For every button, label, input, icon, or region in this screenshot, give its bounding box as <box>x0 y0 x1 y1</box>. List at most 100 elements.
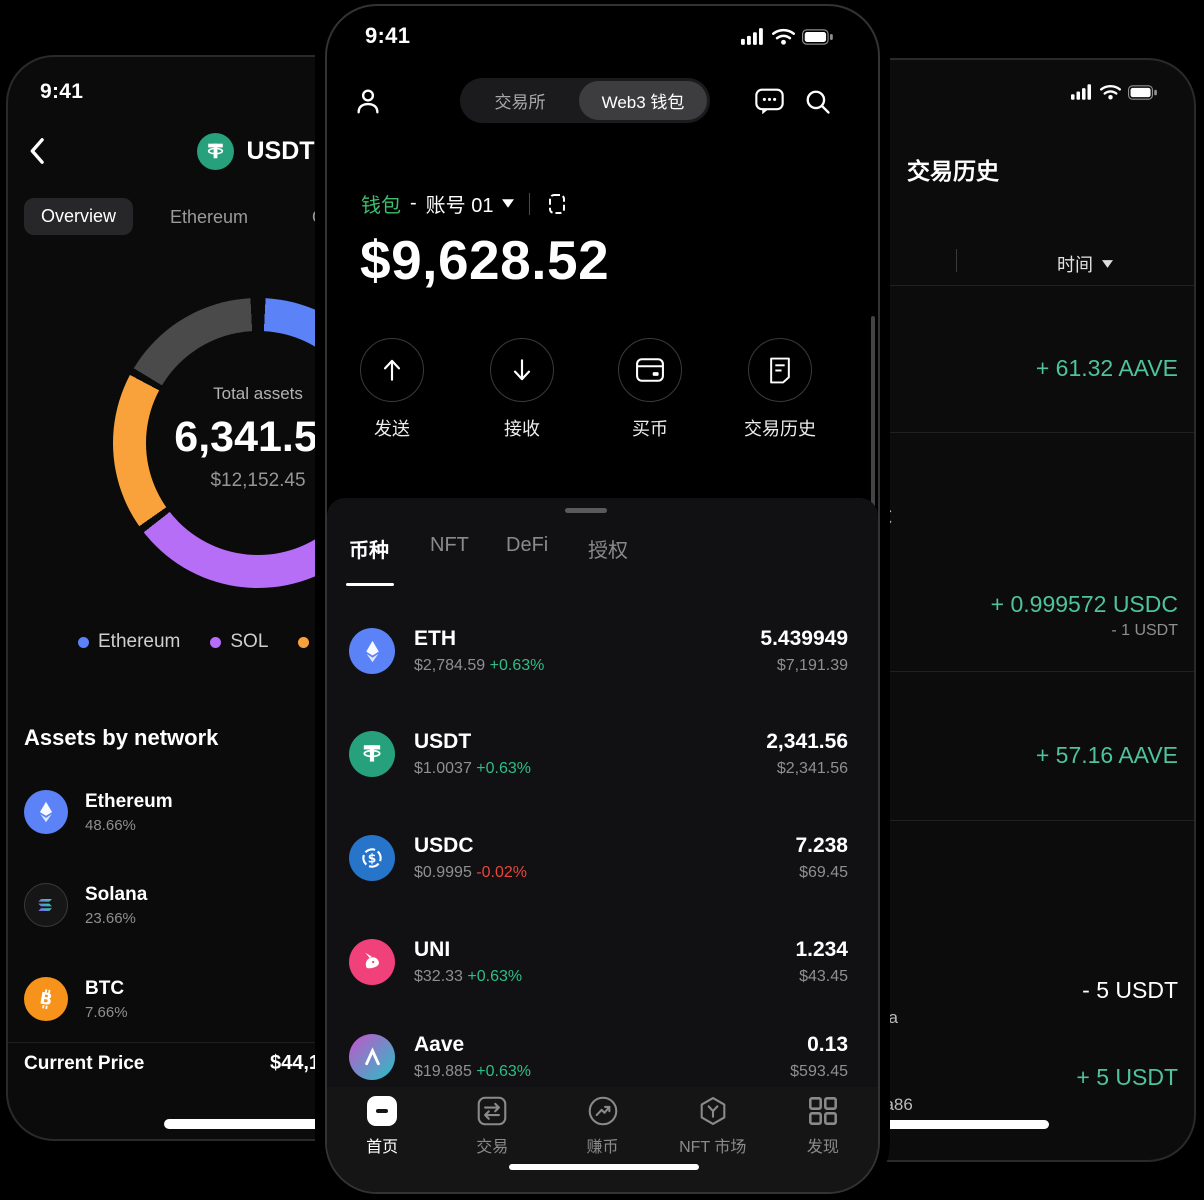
token-row-eth[interactable]: ETH $2,784.59 +0.63% 5.439949 $7,191.39 <box>327 616 878 686</box>
token-fiat: $43.45 <box>799 968 848 985</box>
home-indicator[interactable] <box>509 1164 699 1170</box>
token-symbol: UNI <box>414 938 451 961</box>
battery-icon <box>802 28 834 45</box>
nav-earn[interactable]: 赚币 <box>547 1087 657 1192</box>
token-change: +0.63% <box>489 657 545 674</box>
nav-label: 赚币 <box>586 1139 619 1156</box>
token-change: +0.63% <box>476 760 532 777</box>
transaction-label-fragment: ) <box>877 384 884 406</box>
usdc-icon: $ <box>349 835 395 881</box>
arrow-up-icon <box>360 338 424 402</box>
tab-overview[interactable]: Overview <box>24 198 134 235</box>
token-symbol: Aave <box>414 1033 465 1056</box>
time-filter[interactable]: 时间 <box>1057 251 1113 277</box>
account-label: 账号 01 <box>425 195 494 217</box>
address-fragment: 0a <box>879 1008 898 1027</box>
legend-item-ethereum: Ethereum <box>78 631 180 653</box>
chevron-down-icon <box>1102 260 1113 268</box>
ethereum-icon <box>24 790 68 834</box>
network-row-btc[interactable]: B BTC 7.66% <box>24 977 324 1021</box>
profile-button[interactable] <box>353 86 383 116</box>
switch-wallet-icon[interactable] <box>545 192 569 216</box>
transaction-sub-amount: - 1 USDT <box>1111 622 1178 639</box>
nav-label: NFT 市场 <box>679 1139 747 1156</box>
address-fragment: ba86 <box>875 1095 913 1114</box>
chat-button[interactable] <box>755 88 784 116</box>
nav-discover[interactable]: 发现 <box>768 1087 878 1192</box>
token-amount: 0.13 <box>807 1033 848 1056</box>
drag-handle[interactable] <box>565 508 607 513</box>
token-price: $1.0037 <box>414 760 472 777</box>
action-label: 接收 <box>504 419 540 439</box>
assets-by-network-heading: Assets by network <box>24 725 219 750</box>
scrollbar[interactable] <box>871 316 875 626</box>
search-button[interactable] <box>804 88 832 116</box>
back-chevron-icon <box>28 137 45 165</box>
network-name: Solana <box>85 883 148 905</box>
action-history[interactable]: 交易历史 <box>715 338 845 441</box>
document-icon <box>748 338 812 402</box>
token-row-uni[interactable]: UNI $32.33 +0.63% 1.234 $43.45 <box>327 927 878 997</box>
tab-coins[interactable]: 币种 <box>349 540 389 562</box>
page-title: 交易历史 <box>907 158 999 184</box>
nav-trade[interactable]: 交易 <box>437 1087 547 1192</box>
action-buy[interactable]: 买币 <box>585 338 715 441</box>
legend-item-sol: SOL <box>210 631 268 653</box>
tab-exchange[interactable]: 交易所 <box>494 93 546 112</box>
wallet-account-selector[interactable]: 钱包 - 账号 01 <box>361 189 569 218</box>
tab-nft[interactable]: NFT <box>430 534 469 556</box>
wallet-label: 钱包 <box>361 195 401 217</box>
solana-icon <box>24 883 68 927</box>
action-send[interactable]: 发送 <box>327 338 457 441</box>
donut-legend: Ethereum SOL BTC <box>78 631 356 653</box>
token-symbol: ETH <box>414 627 456 650</box>
action-label: 发送 <box>374 419 410 439</box>
svg-text:$: $ <box>368 851 377 865</box>
legend-dot-sol <box>210 636 222 648</box>
tab-web3-wallet[interactable]: Web3 钱包 <box>579 81 707 120</box>
legend-dot-btc <box>298 636 310 648</box>
aave-icon <box>349 1034 395 1080</box>
tab-ethereum[interactable]: Ethereum <box>170 207 249 227</box>
time-filter-label: 时间 <box>1057 255 1093 275</box>
network-percent: 48.66% <box>85 816 136 834</box>
tab-defi[interactable]: DeFi <box>506 534 549 556</box>
divider <box>614 820 1194 821</box>
current-price-value: $44,12 <box>270 1052 332 1074</box>
usdt-icon <box>349 731 395 777</box>
arrow-down-icon <box>490 338 554 402</box>
chevron-down-icon <box>502 199 515 208</box>
network-row-solana[interactable]: Solana 23.66% <box>24 883 324 927</box>
divider <box>614 285 1194 286</box>
uni-icon <box>349 939 395 985</box>
nft-hexagon-icon <box>698 1096 728 1126</box>
network-name: BTC <box>85 977 125 999</box>
divider <box>614 432 1194 433</box>
back-button[interactable] <box>28 137 45 165</box>
discover-grid-icon <box>808 1096 838 1126</box>
nav-home[interactable]: 首页 <box>327 1087 437 1192</box>
nav-label: 首页 <box>366 1139 399 1156</box>
token-sheet: 币种 NFT DeFi 授权 ETH $2,784.59 +0.63% 5.43… <box>327 498 878 1192</box>
token-price: $0.9995 <box>414 864 472 881</box>
home-indicator[interactable] <box>814 1120 1049 1129</box>
center-phone: 9:41 交易所 Web3 钱包 钱包 - <box>325 4 880 1194</box>
action-receive[interactable]: 接收 <box>457 338 587 441</box>
tab-approvals[interactable]: 授权 <box>588 540 628 562</box>
token-symbol: USDT <box>414 730 472 753</box>
home-indicator[interactable] <box>164 1119 444 1129</box>
token-price: $32.33 <box>414 968 463 985</box>
tab-partial[interactable]: O <box>312 207 327 227</box>
signal-icon <box>1071 84 1093 100</box>
token-change: +0.63% <box>476 1063 532 1080</box>
token-fiat: $593.45 <box>790 1063 848 1080</box>
wallet-balance: $9,628.52 <box>360 229 610 291</box>
chat-icon <box>755 88 784 116</box>
token-row-usdc[interactable]: $ USDC $0.9995 -0.02% 7.238 $69.45 <box>327 823 878 893</box>
token-row-aave[interactable]: Aave $19.885 +0.63% 0.13 $593.45 <box>327 1022 878 1092</box>
token-amount: 5.439949 <box>760 627 848 650</box>
token-row-usdt[interactable]: USDT $1.0037 +0.63% 2,341.56 $2,341.56 <box>327 719 878 789</box>
network-row-ethereum[interactable]: Ethereum 48.66% <box>24 790 324 834</box>
total-assets-value: 6,341.56 <box>174 413 342 461</box>
nav-nft-market[interactable]: NFT 市场 <box>658 1087 768 1192</box>
